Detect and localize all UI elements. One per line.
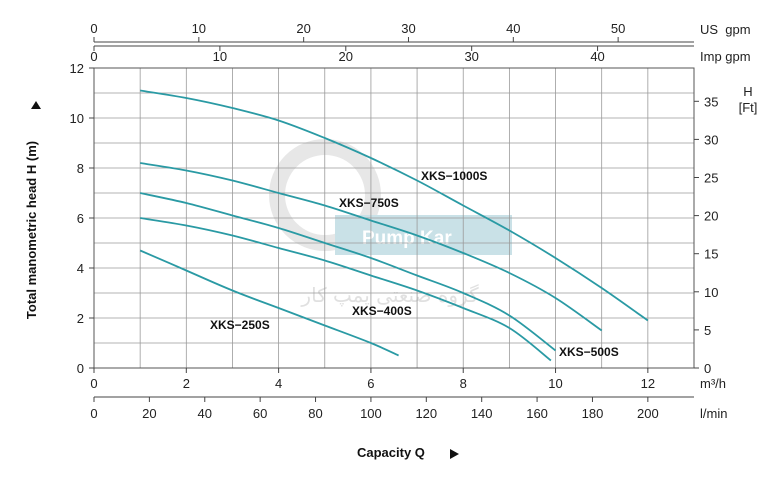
lmin-tick-label: 40: [198, 406, 212, 421]
usgpm-unit-label: US gpm: [700, 22, 751, 37]
head-m-tick-label: 0: [77, 361, 84, 376]
head-ft-tick-label: 25: [704, 171, 718, 186]
lmin-tick-label: 0: [90, 406, 97, 421]
series-label-xks-400s: XKS−400S: [352, 304, 412, 318]
head-ft-unit-label-ft: [Ft]: [739, 100, 758, 115]
curve-series-1: [140, 162, 603, 332]
usgpm-tick-label: 30: [401, 21, 415, 36]
head-m-tick-label: 6: [77, 211, 84, 226]
m3h-tick-label: 10: [548, 376, 562, 391]
head-m-tick-label: 12: [70, 61, 84, 76]
series-label-xks-500s: XKS−500S: [559, 345, 619, 359]
y-axis-title-group: Total manometric head H (m): [24, 101, 41, 319]
impgpm-axis: 0 10 20 30 40: [90, 46, 605, 64]
curve-series-4: [139, 249, 399, 357]
series-label-xks-1000s: XKS−1000S: [421, 169, 487, 183]
y-axis-arrow-icon: [31, 101, 41, 109]
x-axis-title: Capacity Q: [357, 445, 425, 460]
head-m-tick-label: 8: [77, 161, 84, 176]
head-ft-tick-label: 10: [704, 285, 718, 300]
lmin-tick-label: 80: [308, 406, 322, 421]
impgpm-tick-label: 20: [339, 49, 353, 64]
head-ft-tick-label: 35: [704, 94, 718, 109]
head-ft-axis: 0 5 10 15 20 25 30 35: [694, 94, 718, 376]
m3h-axis: 0 2 4 6 8 10 12: [90, 368, 655, 391]
head-ft-tick-label: 15: [704, 247, 718, 262]
usgpm-tick-label: 20: [296, 21, 310, 36]
m3h-tick-label: 6: [367, 376, 374, 391]
head-ft-tick-label: 5: [704, 323, 711, 338]
lmin-tick-label: 100: [360, 406, 382, 421]
lmin-axis: 0 20 40 60 80 100 120 140 160 180 200: [90, 397, 659, 421]
y-axis-title: Total manometric head H (m): [24, 141, 39, 319]
m3h-tick-label: 4: [275, 376, 282, 391]
m3h-tick-label: 12: [641, 376, 655, 391]
usgpm-tick-label: 40: [506, 21, 520, 36]
m3h-tick-label: 2: [183, 376, 190, 391]
head-ft-unit-label-h: H: [743, 84, 752, 99]
m3h-unit-label: m³/h: [700, 376, 726, 391]
head-m-tick-label: 4: [77, 261, 84, 276]
curves: [139, 89, 649, 362]
usgpm-tick-label: 0: [90, 21, 97, 36]
lmin-tick-label: 160: [526, 406, 548, 421]
usgpm-tick-label: 10: [192, 21, 206, 36]
head-m-axis: 0 2 4 6 8 10 12: [70, 61, 94, 376]
watermark-latin-text: Pump Kar: [362, 228, 452, 249]
lmin-tick-label: 140: [471, 406, 493, 421]
impgpm-tick-label: 0: [90, 49, 97, 64]
lmin-tick-label: 120: [415, 406, 437, 421]
impgpm-tick-label: 10: [213, 49, 227, 64]
lmin-tick-label: 180: [582, 406, 604, 421]
lmin-tick-label: 20: [142, 406, 156, 421]
curve-series-2: [140, 192, 557, 352]
head-m-tick-label: 2: [77, 311, 84, 326]
series-label-xks-250s: XKS−250S: [210, 318, 270, 332]
head-ft-tick-label: 20: [704, 209, 718, 224]
lmin-tick-label: 60: [253, 406, 267, 421]
head-m-tick-label: 10: [70, 111, 84, 126]
usgpm-tick-label: 50: [611, 21, 625, 36]
usgpm-axis: 0 10 20 30 40 50: [90, 21, 625, 42]
x-axis-title-group: Capacity Q: [357, 445, 459, 460]
m3h-tick-label: 8: [460, 376, 467, 391]
watermark-banner: [335, 215, 512, 255]
impgpm-tick-label: 40: [590, 49, 604, 64]
curve-series-3: [140, 217, 552, 362]
impgpm-tick-label: 30: [464, 49, 478, 64]
x-axis-arrow-icon: [450, 449, 459, 459]
grid: [94, 68, 694, 368]
lmin-tick-label: 200: [637, 406, 659, 421]
m3h-tick-label: 0: [90, 376, 97, 391]
series-label-xks-750s: XKS−750S: [339, 196, 399, 210]
curve-series-0: [140, 89, 649, 322]
head-ft-tick-label: 0: [704, 361, 711, 376]
lmin-unit-label: l/min: [700, 406, 727, 421]
impgpm-unit-label: Imp gpm: [700, 49, 751, 64]
head-ft-tick-label: 30: [704, 132, 718, 147]
